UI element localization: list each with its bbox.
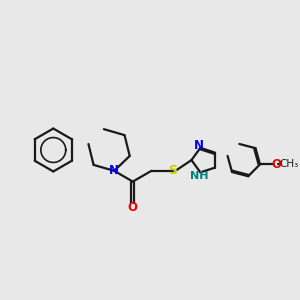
Text: O: O [271, 158, 281, 171]
Text: CH₃: CH₃ [279, 159, 298, 169]
Text: N: N [194, 139, 204, 152]
Text: O: O [128, 201, 138, 214]
Text: S: S [168, 164, 177, 177]
Text: N: N [109, 164, 119, 177]
Text: NH: NH [190, 171, 208, 181]
